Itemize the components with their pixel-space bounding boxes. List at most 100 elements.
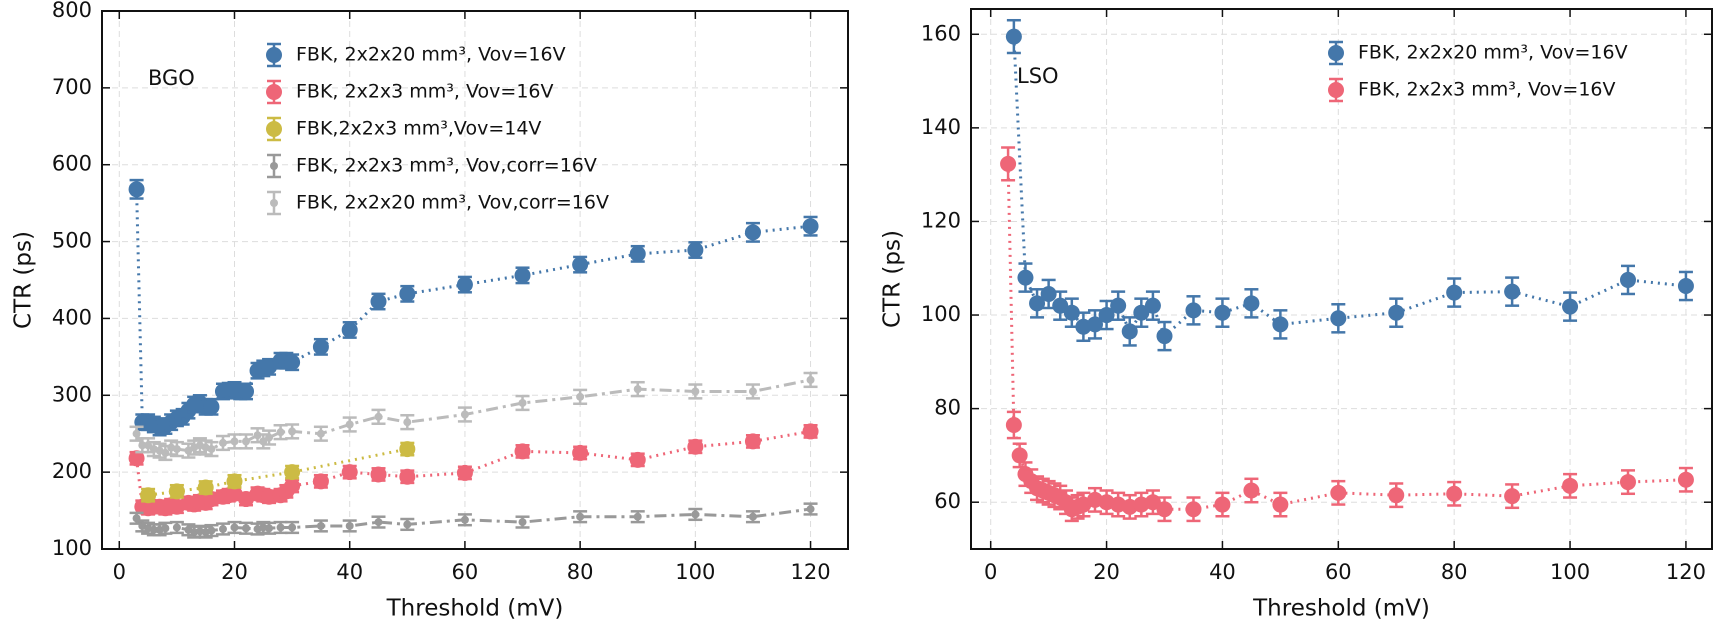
marker [345, 420, 354, 429]
marker [374, 518, 383, 527]
y-tick-label: 800 [52, 0, 92, 22]
annotation: LSO [1017, 64, 1059, 88]
x-tick-label: 100 [1550, 560, 1590, 584]
marker [456, 464, 473, 481]
legend-label: FBK, 2x2x3 mm³, Vov,corr=16V [296, 155, 597, 177]
marker [197, 479, 214, 496]
marker [230, 523, 239, 532]
marker [149, 525, 158, 534]
marker [806, 375, 815, 384]
marker [518, 518, 527, 527]
marker [1005, 416, 1022, 433]
marker [226, 473, 243, 490]
marker [1388, 304, 1405, 321]
marker [1098, 307, 1115, 324]
marker [316, 429, 325, 438]
marker [456, 276, 473, 293]
marker [576, 512, 585, 521]
marker [374, 412, 383, 421]
marker [203, 398, 220, 415]
marker [370, 293, 387, 310]
marker [1562, 298, 1579, 315]
marker [1388, 487, 1405, 504]
y-axis-label: CTR (ps) [11, 231, 37, 329]
x-tick-label: 20 [1093, 560, 1120, 584]
marker [576, 392, 585, 401]
marker [1052, 297, 1069, 314]
marker [403, 418, 412, 427]
marker [802, 423, 819, 440]
marker [238, 383, 255, 400]
marker [399, 285, 416, 302]
marker [341, 321, 358, 338]
x-tick-label: 80 [1441, 560, 1468, 584]
marker [1017, 269, 1034, 286]
annotation: BGO [148, 66, 195, 90]
y-tick-label: 80 [934, 396, 961, 420]
y-tick-label: 200 [52, 459, 92, 483]
y-axis-label: CTR (ps) [880, 230, 906, 328]
x-tick-label: 60 [1325, 560, 1352, 584]
x-tick-label: 40 [336, 560, 363, 584]
marker [284, 477, 301, 494]
marker [629, 451, 646, 468]
y-tick-label: 600 [52, 152, 92, 176]
marker [288, 523, 297, 532]
marker [403, 520, 412, 529]
marker [1272, 496, 1289, 513]
legend-marker [270, 199, 278, 207]
marker [1040, 285, 1057, 302]
marker [572, 444, 589, 461]
marker [1214, 496, 1231, 513]
marker [748, 387, 757, 396]
x-tick-label: 80 [567, 560, 594, 584]
y-tick-label: 60 [934, 489, 961, 513]
y-tick-label: 400 [52, 305, 92, 329]
plot: 0 20 40 60 80 100 120 60 80 100 120 140 160 Threshold… [880, 8, 1713, 622]
marker [460, 515, 469, 524]
marker [518, 398, 527, 407]
marker [1677, 471, 1694, 488]
marker [1243, 295, 1260, 312]
marker [172, 523, 181, 532]
y-tick-label: 500 [52, 229, 92, 253]
marker [1133, 304, 1150, 321]
marker [629, 245, 646, 262]
marker [1446, 284, 1463, 301]
y-tick-label: 160 [921, 21, 961, 45]
marker [691, 387, 700, 396]
marker [1272, 316, 1289, 333]
marker [284, 354, 301, 371]
x-tick-label: 60 [452, 560, 479, 584]
marker [312, 338, 329, 355]
marker [460, 410, 469, 419]
marker [207, 526, 216, 535]
marker [265, 524, 274, 533]
x-tick-label: 40 [1209, 560, 1236, 584]
marker [284, 464, 301, 481]
marker [288, 427, 297, 436]
marker [748, 512, 757, 521]
marker [1156, 328, 1173, 345]
legend-marker [266, 47, 282, 63]
legend-label: FBK, 2x2x20 mm³, Vov=16V [1358, 42, 1628, 64]
marker [1504, 488, 1521, 505]
marker [399, 441, 416, 458]
marker [1029, 295, 1046, 312]
marker [138, 441, 147, 450]
marker [345, 521, 354, 530]
marker [691, 510, 700, 519]
marker [1677, 278, 1694, 295]
marker [1214, 304, 1231, 321]
marker [744, 433, 761, 450]
marker [132, 429, 141, 438]
legend-label: FBK, 2x2x3 mm³, Vov=16V [296, 81, 554, 103]
marker [161, 524, 170, 533]
legend-marker [266, 84, 282, 100]
marker [341, 464, 358, 481]
legend-marker [266, 121, 282, 137]
marker [399, 468, 416, 485]
x-tick-label: 20 [221, 560, 248, 584]
marker [802, 218, 819, 235]
